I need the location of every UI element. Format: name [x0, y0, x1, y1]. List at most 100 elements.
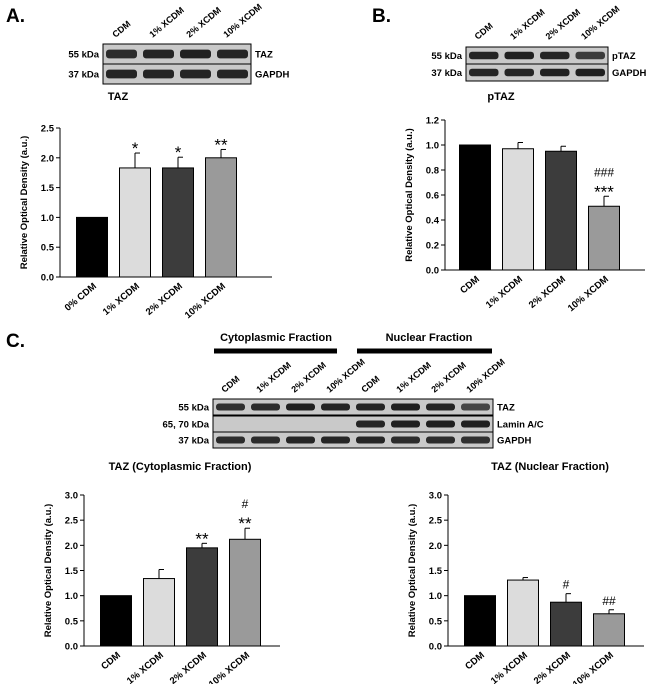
blot-band: [251, 436, 280, 444]
blot-band: [180, 49, 211, 59]
blot-lane-label: 2% XCDM: [544, 7, 583, 42]
chart-title: TAZ (Nuclear Fraction): [491, 461, 609, 473]
blot-band: [321, 436, 350, 444]
significance-mark: ###: [594, 165, 614, 179]
blot-size-label: 37 kDa: [431, 68, 462, 79]
y-tick-label: 3.0: [65, 491, 78, 502]
y-tick-label: 2.5: [429, 516, 443, 527]
bar: [550, 601, 582, 647]
blot-band: [540, 68, 570, 77]
blot-protein-label: GAPDH: [612, 68, 646, 79]
bar: [459, 144, 491, 271]
y-axis-label: Relative Optical Density (a.u.): [43, 504, 54, 638]
blot-lane-label: CDM: [473, 21, 495, 42]
y-axis-label: Relative Optical Density (a.u.): [19, 136, 30, 270]
blot-band: [426, 420, 455, 428]
panel-letter-a: A.: [6, 6, 25, 27]
panel-letter-c: C.: [6, 331, 25, 352]
bar: [229, 538, 261, 647]
blot-size-label: 65, 70 kDa: [163, 420, 210, 431]
blot-band: [575, 68, 605, 77]
blot-strip: [212, 398, 494, 416]
blot-band: [143, 49, 174, 59]
y-tick-label: 3.0: [429, 491, 442, 502]
nuclear-fraction-header: Nuclear Fraction: [386, 332, 473, 344]
blot-protein-label: Lamin A/C: [497, 420, 544, 431]
blot-lane-label: 10% XCDM: [221, 2, 263, 40]
blot-band: [106, 69, 137, 79]
significance-mark: **: [238, 514, 252, 533]
significance-mark: **: [214, 135, 228, 154]
blot-band: [504, 68, 534, 77]
blot-band: [143, 69, 174, 79]
y-tick-label: 0.5: [429, 616, 443, 627]
significance-mark: *: [175, 143, 182, 162]
y-tick-label: 0.8: [426, 166, 439, 177]
y-tick-label: 0.4: [426, 216, 440, 227]
blot-band: [180, 69, 211, 79]
blot-band: [251, 403, 280, 411]
x-tick-label: 2% XCDM: [168, 650, 209, 684]
blot-band: [217, 49, 248, 59]
chart-title: pTAZ: [487, 91, 515, 103]
y-axis-label: Relative Optical Density (a.u.): [404, 128, 415, 262]
x-tick-label: 2% XCDM: [532, 650, 573, 684]
blot-band: [356, 403, 385, 411]
x-tick-label: 10% XCDM: [183, 281, 228, 321]
y-tick-label: 0.0: [429, 642, 442, 653]
blot-protein-label: TAZ: [255, 50, 273, 61]
blot-size-label: 55 kDa: [431, 51, 462, 62]
blot-lane-label: 10% XCDM: [579, 4, 621, 42]
chart-a: TAZ 0.0 0.5 1.0 1.5 2.0 2.5 Relative Optical De…: [19, 91, 272, 321]
bar: [588, 205, 620, 271]
blot-lane-label: 2% XCDM: [289, 360, 328, 395]
x-tick-label: 10% XCDM: [571, 650, 616, 684]
blot-lane-label: 2% XCDM: [429, 360, 468, 395]
significance-mark: ##: [602, 594, 616, 608]
blot-band: [461, 420, 490, 428]
significance-mark: #: [563, 578, 570, 592]
blot-strip: [102, 63, 252, 85]
y-tick-label: 0.0: [65, 642, 78, 653]
y-tick-label: 1.0: [426, 141, 439, 152]
y-tick-label: 2.0: [41, 153, 54, 164]
y-tick-label: 2.0: [429, 541, 442, 552]
blot-band: [575, 51, 605, 60]
bar: [507, 579, 539, 647]
blot-lane-label: CDM: [359, 374, 381, 395]
x-tick-label: 10% XCDM: [566, 274, 611, 314]
x-tick-label: 0% CDM: [63, 281, 99, 314]
significance-mark: *: [132, 139, 139, 158]
chart-c2: TAZ (Nuclear Fraction) 0.0 0.5 1.0 1.5 2.0 2.5…: [407, 461, 644, 684]
blot-protein-label: GAPDH: [497, 436, 531, 447]
x-tick-label: CDM: [99, 650, 123, 672]
x-tick-label: 2% XCDM: [144, 281, 185, 318]
y-tick-label: 1.2: [426, 116, 439, 127]
y-tick-label: 0.6: [426, 191, 439, 202]
blot-band: [504, 51, 534, 60]
y-tick-label: 0.0: [41, 273, 54, 284]
blot-lane-label: 10% XCDM: [464, 357, 506, 395]
blot-band: [216, 436, 245, 444]
blot-lane-label: CDM: [219, 374, 241, 395]
blot-band: [216, 403, 245, 411]
y-tick-label: 2.0: [65, 541, 78, 552]
y-tick-label: 1.5: [429, 566, 443, 577]
x-tick-label: 1% XCDM: [101, 281, 142, 318]
y-tick-label: 2.5: [65, 516, 79, 527]
blot-band: [391, 420, 420, 428]
y-axis-label: Relative Optical Density (a.u.): [407, 504, 418, 638]
significance-mark: ***: [594, 182, 614, 201]
blot-lane-label: 2% XCDM: [184, 5, 223, 40]
bar: [76, 216, 108, 278]
panel-letter-b: B.: [372, 6, 391, 27]
y-tick-label: 0.0: [426, 266, 439, 277]
bar: [162, 167, 194, 278]
chart-title: TAZ: [108, 91, 129, 103]
blot-band: [469, 51, 499, 60]
y-tick-label: 1.5: [65, 566, 79, 577]
